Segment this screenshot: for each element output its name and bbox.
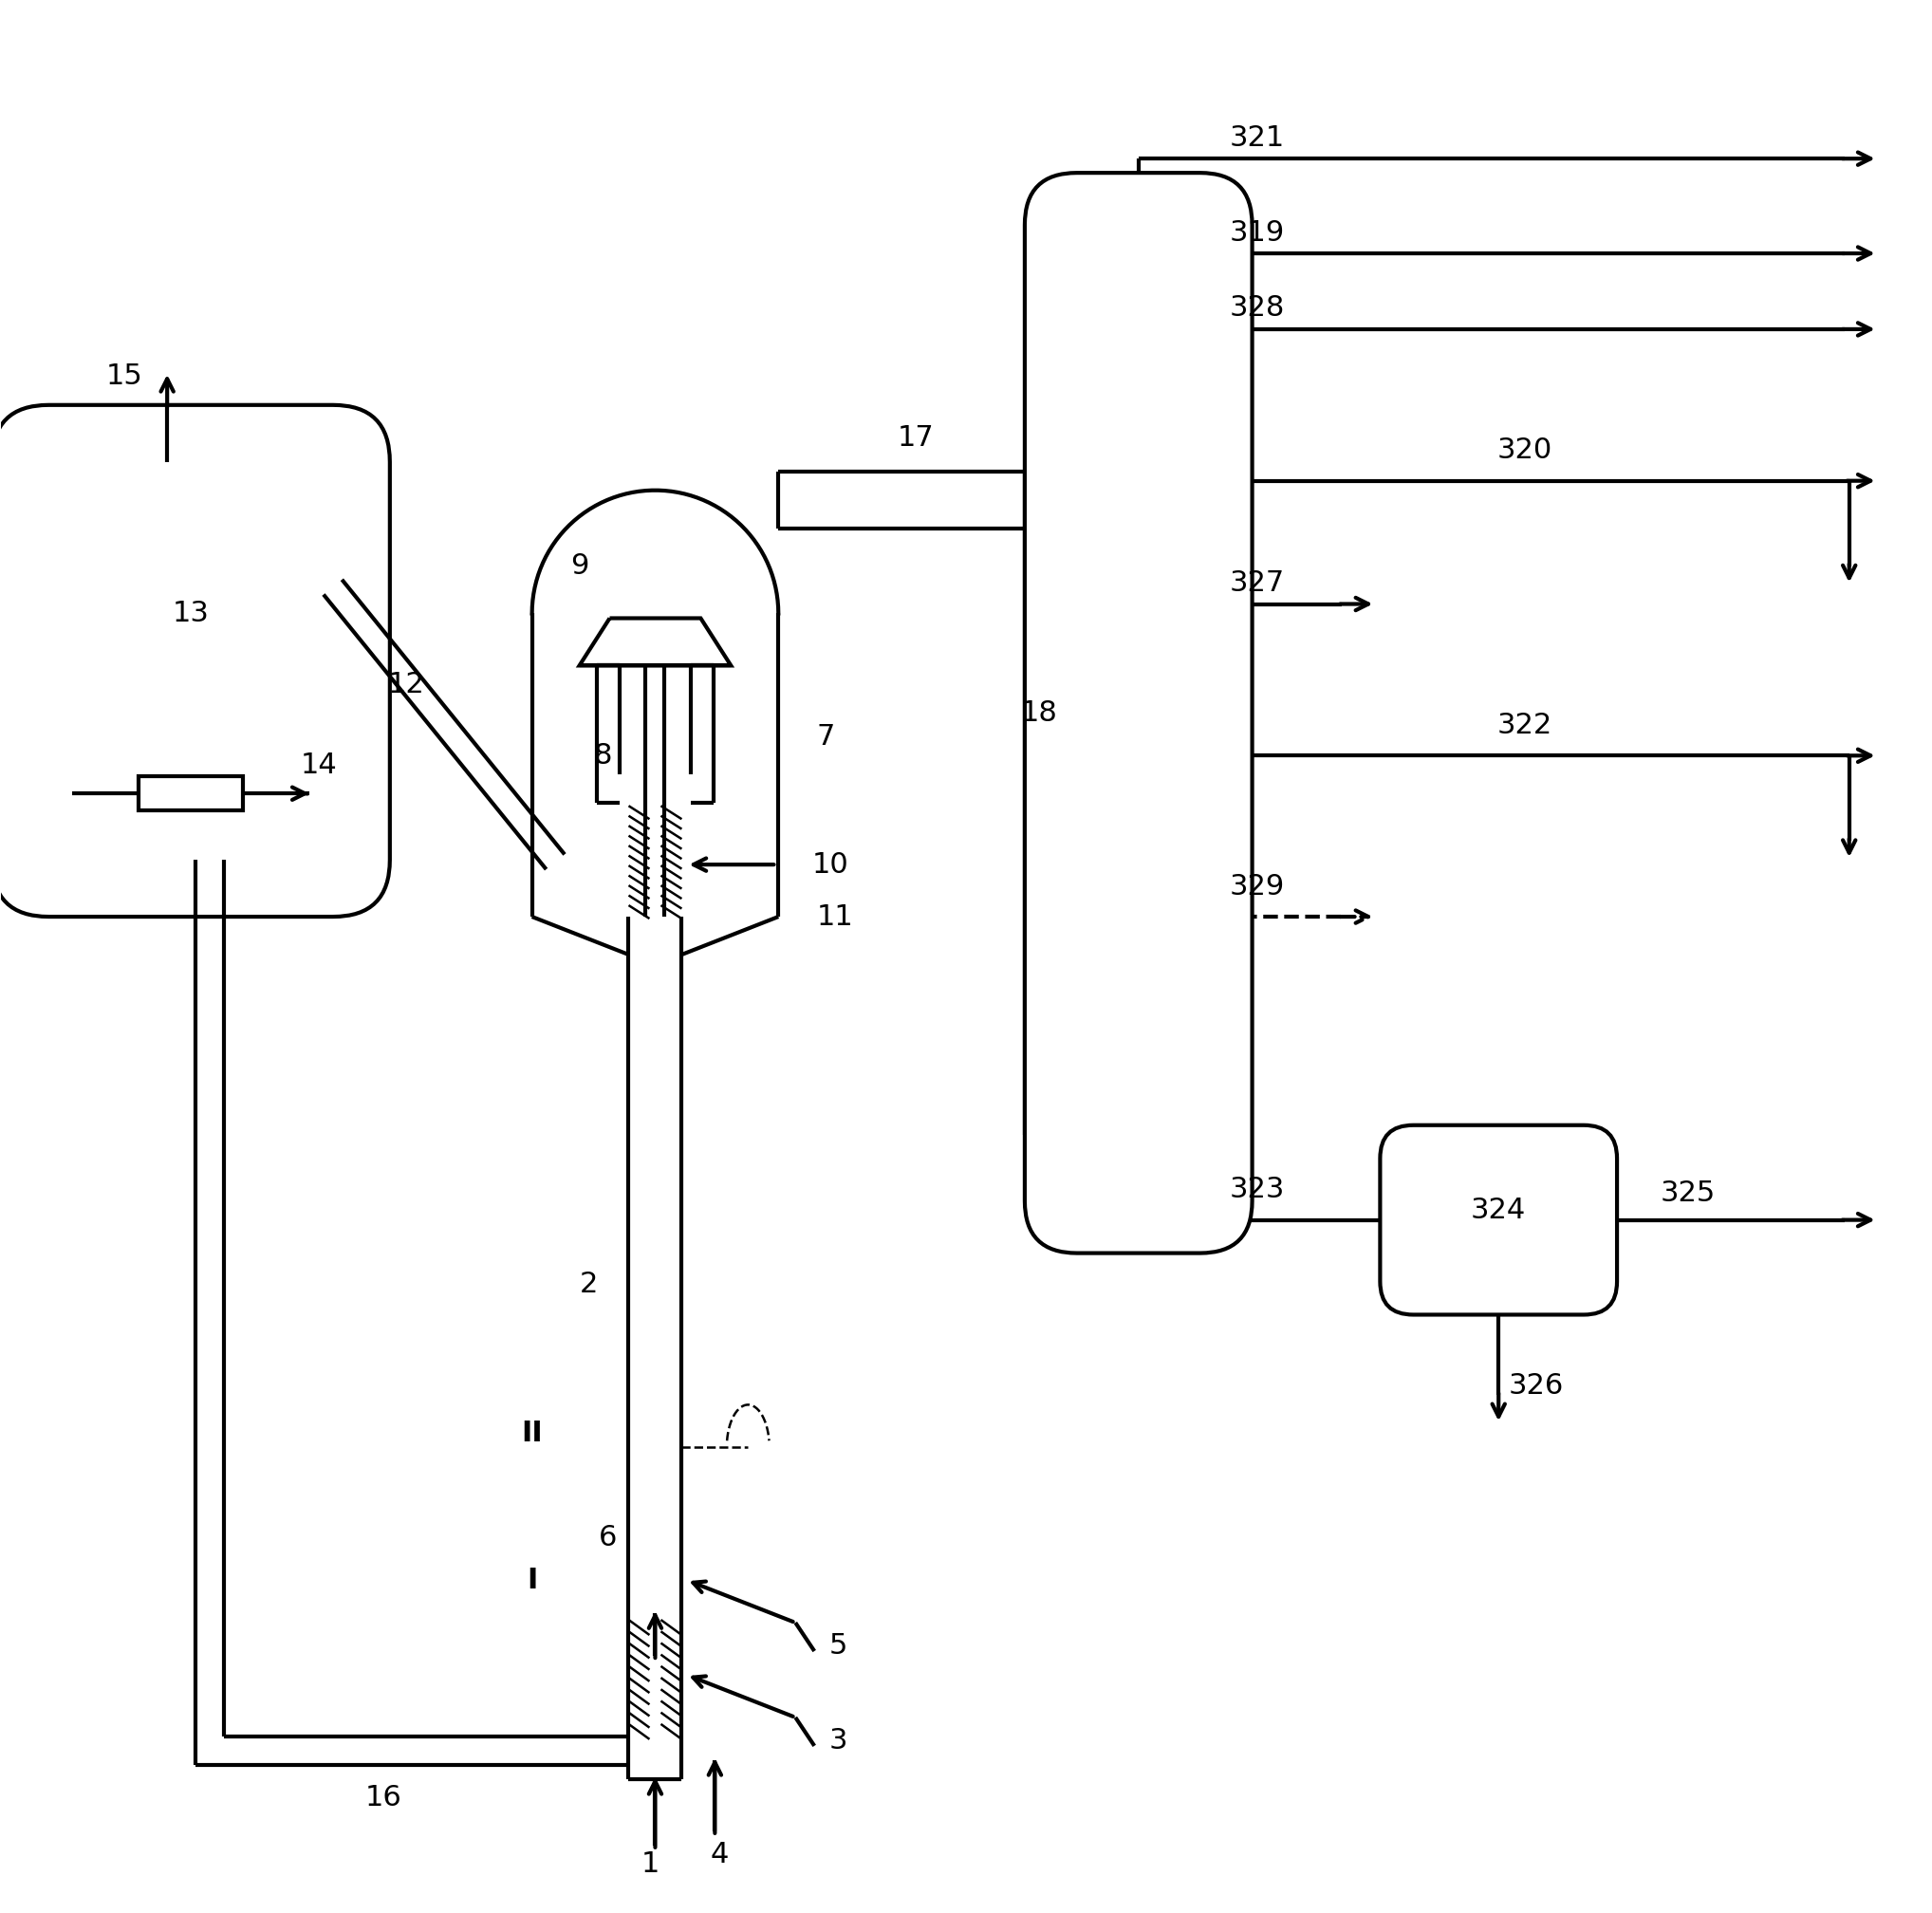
Text: 15: 15 <box>106 363 143 390</box>
Text: 5: 5 <box>829 1632 848 1660</box>
Text: 326: 326 <box>1509 1372 1565 1400</box>
Text: 329: 329 <box>1229 872 1285 901</box>
Text: II: II <box>522 1419 543 1446</box>
Text: 11: 11 <box>817 903 854 930</box>
Text: 324: 324 <box>1470 1198 1526 1224</box>
Text: 327: 327 <box>1229 570 1285 597</box>
Text: 320: 320 <box>1497 436 1551 465</box>
Text: 3: 3 <box>829 1727 848 1754</box>
Text: 18: 18 <box>1020 700 1057 727</box>
Text: 321: 321 <box>1229 124 1285 151</box>
Text: 17: 17 <box>896 425 935 451</box>
Text: 319: 319 <box>1229 218 1285 247</box>
Text: 10: 10 <box>811 851 848 878</box>
FancyBboxPatch shape <box>1024 172 1252 1253</box>
Text: 9: 9 <box>570 553 589 580</box>
FancyBboxPatch shape <box>1379 1125 1617 1314</box>
Text: 13: 13 <box>172 599 209 627</box>
Text: 323: 323 <box>1229 1176 1285 1203</box>
Text: 12: 12 <box>388 671 425 698</box>
Text: 6: 6 <box>599 1523 616 1551</box>
Text: 325: 325 <box>1660 1180 1716 1207</box>
Text: 1: 1 <box>641 1850 659 1879</box>
Text: 4: 4 <box>711 1840 728 1869</box>
Text: I: I <box>527 1567 537 1594</box>
Text: 8: 8 <box>593 742 612 769</box>
Text: 322: 322 <box>1497 712 1551 738</box>
Text: 16: 16 <box>365 1785 402 1812</box>
Text: 14: 14 <box>299 752 338 779</box>
Text: 7: 7 <box>817 723 835 750</box>
FancyBboxPatch shape <box>0 406 390 916</box>
Text: 328: 328 <box>1229 295 1285 321</box>
Bar <box>139 777 243 811</box>
Text: 2: 2 <box>580 1270 599 1297</box>
